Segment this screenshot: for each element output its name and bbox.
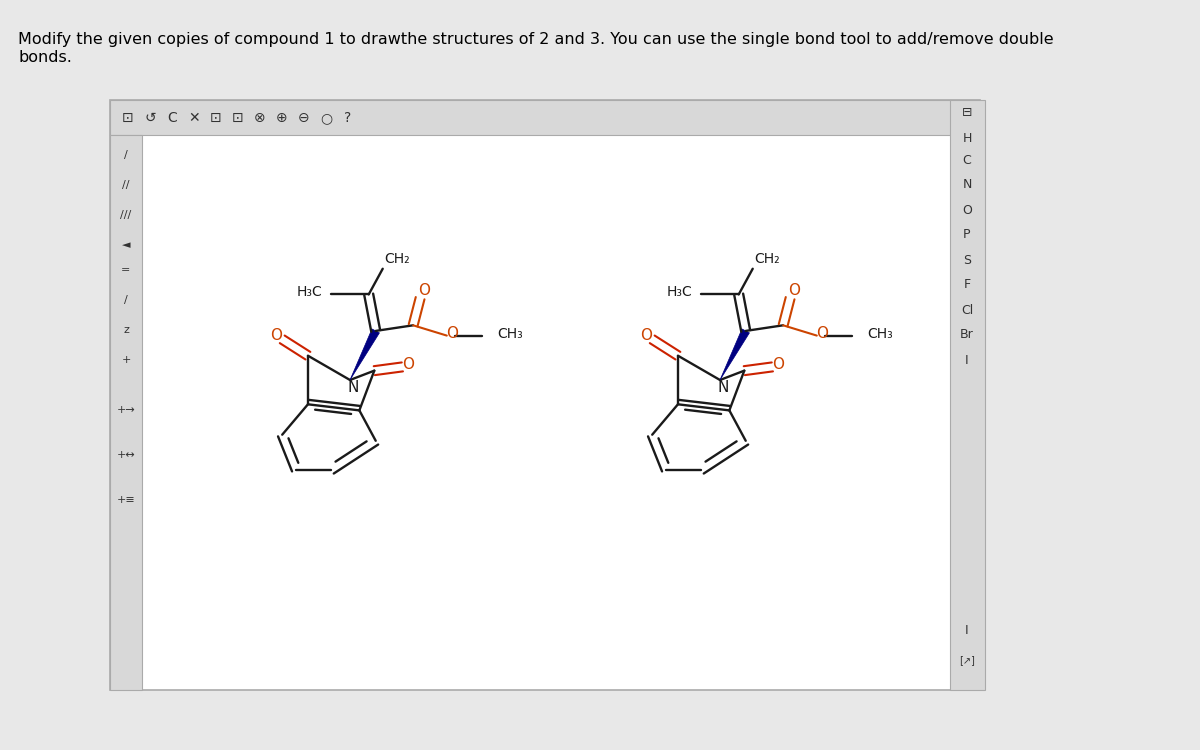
Text: +→: +→ — [116, 405, 136, 415]
Text: ?: ? — [344, 111, 352, 125]
Polygon shape — [350, 329, 379, 380]
Bar — [950, 100, 985, 690]
Text: O: O — [816, 326, 828, 341]
Text: ○: ○ — [320, 111, 332, 125]
Text: =: = — [121, 265, 131, 275]
Text: /: / — [124, 295, 128, 305]
Text: /: / — [124, 150, 128, 160]
Text: ⊟: ⊟ — [961, 106, 972, 118]
Text: CH₂: CH₂ — [754, 252, 780, 266]
Bar — [110, 100, 980, 690]
Text: [↗]: [↗] — [959, 655, 974, 665]
Text: CH₃: CH₃ — [497, 326, 523, 340]
Text: CH₃: CH₃ — [866, 326, 893, 340]
Text: +: + — [121, 355, 131, 365]
Text: O: O — [773, 358, 785, 373]
Text: O: O — [445, 326, 457, 341]
Text: +↔: +↔ — [116, 450, 136, 460]
Text: ⊗: ⊗ — [254, 111, 266, 125]
Text: bonds.: bonds. — [18, 50, 72, 65]
Text: S: S — [964, 254, 971, 266]
Polygon shape — [720, 329, 750, 380]
Bar — [110, 100, 980, 135]
Text: O: O — [418, 283, 430, 298]
Text: O: O — [402, 358, 414, 373]
Text: ⊡: ⊡ — [122, 111, 134, 125]
Text: ⊕: ⊕ — [276, 111, 288, 125]
Text: +≡: +≡ — [116, 495, 136, 505]
Text: ⊖: ⊖ — [298, 111, 310, 125]
Text: I: I — [965, 353, 968, 367]
Text: ⊡: ⊡ — [210, 111, 222, 125]
Text: H₃C: H₃C — [296, 286, 322, 299]
Text: N: N — [962, 178, 972, 191]
Text: C: C — [962, 154, 971, 166]
Text: P: P — [964, 229, 971, 242]
Bar — [110, 135, 142, 690]
Text: Br: Br — [960, 328, 974, 341]
Text: O: O — [270, 328, 282, 343]
Text: ◄: ◄ — [121, 240, 131, 250]
Text: ✕: ✕ — [188, 111, 200, 125]
Text: Cl: Cl — [961, 304, 973, 316]
Text: N: N — [347, 380, 359, 395]
Text: Modify the given copies of compound 1 to drawthe structures of 2 and 3. You can : Modify the given copies of compound 1 to… — [18, 32, 1054, 47]
Text: O: O — [788, 283, 800, 298]
Text: CH₂: CH₂ — [384, 252, 409, 266]
Text: F: F — [964, 278, 971, 292]
Text: C: C — [167, 111, 176, 125]
Text: ⊡: ⊡ — [232, 111, 244, 125]
Text: ///: /// — [120, 210, 132, 220]
Text: ↺: ↺ — [144, 111, 156, 125]
Text: I: I — [965, 623, 968, 637]
Text: H: H — [962, 131, 972, 145]
Text: O: O — [962, 203, 972, 217]
Text: O: O — [641, 328, 653, 343]
Text: N: N — [718, 380, 728, 395]
Text: H₃C: H₃C — [666, 286, 692, 299]
Text: //: // — [122, 180, 130, 190]
Text: z: z — [124, 325, 128, 335]
